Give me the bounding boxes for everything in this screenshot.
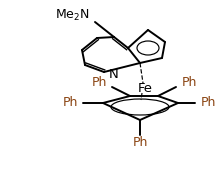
- Text: Ph: Ph: [200, 96, 216, 110]
- Text: N: N: [109, 68, 119, 82]
- Text: Fe: Fe: [138, 82, 152, 95]
- Text: Ph: Ph: [91, 76, 107, 89]
- Text: Ph: Ph: [62, 96, 78, 110]
- Text: Me$_2$N: Me$_2$N: [55, 8, 89, 23]
- Text: Ph: Ph: [132, 135, 148, 149]
- Text: Ph: Ph: [181, 76, 197, 89]
